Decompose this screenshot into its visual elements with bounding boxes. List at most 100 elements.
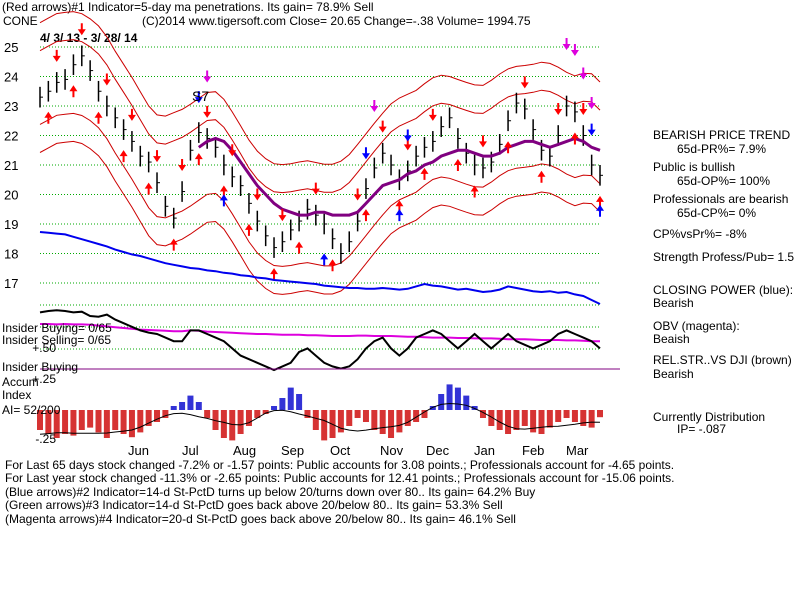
footer-magenta-arrows: (Magenta arrows)#4 Indicator=20-d St-Pct…	[5, 512, 516, 526]
ai-label: AI= 52/200	[2, 403, 61, 417]
accum-bar	[429, 406, 436, 410]
red-buy-arrow	[570, 132, 579, 145]
public-status: Public is bullish	[653, 160, 736, 174]
accum-signal-line	[39, 402, 601, 435]
red-buy-arrow	[596, 195, 604, 208]
accum-bar	[271, 406, 278, 410]
red-buy-arrow	[295, 241, 304, 254]
ip-value: IP= -.087	[677, 422, 727, 436]
accum-bar	[513, 410, 520, 430]
moving-average-line	[197, 136, 601, 217]
accum-bar	[128, 410, 135, 438]
bearish-trend-title: BEARISH PRICE TREND	[653, 128, 791, 142]
accum-bar	[446, 384, 453, 410]
blue-buy-arrow	[395, 209, 404, 222]
red-buy-arrow	[94, 111, 103, 124]
accum-bar	[337, 410, 344, 433]
header-indicator-line: (Red arrows)#1 Indicator=5-day ma penetr…	[2, 0, 374, 14]
accum-bar	[262, 410, 269, 414]
accum-bar	[479, 410, 486, 418]
accum-bar	[53, 410, 60, 438]
footer-blue-arrows: (Blue arrows)#2 Indicator=14-d St-PctD t…	[5, 485, 536, 499]
month-label: Oct	[330, 443, 351, 458]
footer-green-arrows: (Green arrows)#3 Indicator=14-d St-PctD …	[5, 498, 503, 512]
accum-bar	[287, 387, 294, 410]
red-sell-arrow	[353, 188, 362, 201]
cpvspr-value: CP%vsPr%= -8%	[653, 227, 747, 241]
month-label: Jul	[182, 443, 199, 458]
ma-50-line	[197, 136, 601, 217]
red-sell-arrow	[311, 182, 320, 195]
accum-bar	[538, 410, 545, 434]
month-label: Jun	[128, 443, 149, 458]
outer-upper-band	[39, 11, 601, 166]
accum-bar	[379, 410, 386, 434]
accum-bar	[362, 410, 369, 422]
accum-bar	[555, 410, 562, 422]
accum-bar	[195, 402, 202, 410]
red-sell-arrow	[127, 108, 136, 121]
y-tick-label: 22	[4, 129, 18, 144]
accum-bar	[137, 410, 144, 433]
red-buy-arrow	[69, 85, 78, 98]
accum-bar	[354, 410, 361, 418]
accum-bar	[312, 410, 319, 430]
price-bands	[39, 11, 601, 295]
accum-bar	[279, 398, 286, 410]
accum-bar	[229, 410, 236, 441]
red-buy-arrow	[244, 223, 253, 236]
blue-sell-arrow	[587, 123, 596, 136]
red-buy-arrow	[453, 159, 462, 171]
accum-bar	[571, 410, 578, 422]
red-buy-arrow	[144, 182, 153, 195]
red-sell-arrow	[403, 138, 412, 151]
accum-bar	[162, 410, 169, 418]
red-buy-arrow	[169, 238, 178, 251]
relstr-value: Bearish	[653, 367, 694, 381]
obv-line	[40, 322, 600, 343]
lower-band	[39, 112, 601, 267]
month-label: Nov	[380, 443, 404, 458]
magenta-arrow	[370, 100, 379, 112]
magenta-arrow	[570, 43, 579, 56]
closing-power-label: CLOSING POWER (blue):	[653, 283, 794, 297]
accum-bar	[438, 394, 445, 410]
s7-label: S7	[192, 88, 210, 104]
blue-sell-arrow	[403, 129, 412, 142]
accum-tick-label: +.25	[32, 372, 56, 386]
accum-bar	[505, 410, 512, 434]
blue-buy-arrow	[596, 204, 604, 217]
footer-65day-line: For Last 65 days stock changed -7.2% or …	[5, 458, 675, 472]
accum-bar	[145, 410, 152, 426]
accum-bar	[296, 394, 303, 410]
red-sell-arrow	[102, 73, 111, 86]
pr-value: 65d-PR%= 7.9%	[677, 142, 767, 156]
y-tick-label: 19	[4, 217, 18, 232]
accum-bar	[78, 410, 85, 430]
accum-bar	[95, 410, 102, 433]
accum-bar	[187, 395, 194, 410]
accum-bar	[371, 410, 378, 430]
red-sell-arrow	[228, 144, 237, 157]
accum-bar	[597, 410, 603, 418]
price-chart: 17 18 19 20 21 22 23 24 25 +.50 +.25 -.25 Jun Jul Aug S…	[4, 11, 620, 458]
red-buy-arrow	[361, 209, 370, 222]
red-buy-arrow	[504, 141, 513, 154]
date-range-label: 4/ 3/ 13 - 3/ 28/ 14	[40, 31, 138, 45]
accum-bar	[563, 410, 570, 418]
accum-bar	[120, 410, 127, 434]
red-buy-arrow	[420, 167, 429, 180]
month-label: Feb	[522, 443, 544, 458]
accum-bar	[388, 410, 395, 438]
accum-bar	[530, 410, 537, 433]
cp-value: 65d-CP%= 0%	[677, 206, 757, 220]
red-sell-arrow	[554, 102, 563, 115]
professionals-status: Professionals are bearish	[653, 192, 789, 206]
accum-index-label: Accum Index	[2, 375, 39, 402]
red-sell-arrow	[579, 102, 588, 115]
red-buy-arrow	[119, 150, 128, 163]
y-tick-label: 20	[4, 188, 18, 203]
relative-strength-line	[39, 309, 601, 372]
accum-bar	[454, 387, 461, 410]
accum-bar	[463, 395, 470, 410]
